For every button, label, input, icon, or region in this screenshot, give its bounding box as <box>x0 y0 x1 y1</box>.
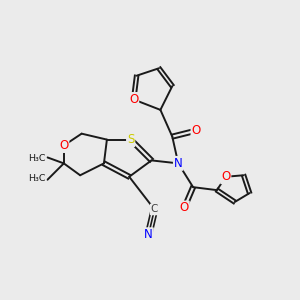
Text: O: O <box>180 202 189 214</box>
Text: H₃C: H₃C <box>28 154 46 164</box>
Text: H₃C: H₃C <box>28 174 46 183</box>
Text: O: O <box>59 139 68 152</box>
Text: O: O <box>221 170 230 183</box>
Text: N: N <box>174 157 183 170</box>
Text: N: N <box>144 228 153 241</box>
Text: C: C <box>151 204 158 214</box>
Text: O: O <box>191 124 201 137</box>
Text: S: S <box>127 133 134 146</box>
Text: O: O <box>129 93 138 106</box>
